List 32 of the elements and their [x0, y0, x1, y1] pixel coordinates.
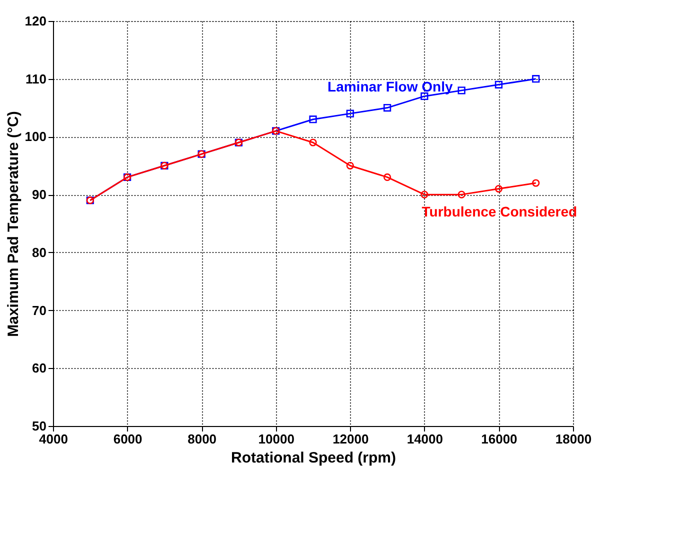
point	[532, 75, 540, 83]
x-tick-label: 14000	[406, 432, 444, 446]
y-axis-title: Maximum Pad Temperature (°C)	[4, 111, 22, 337]
y-tick-label: 100	[24, 129, 46, 144]
x-tick-label: 18000	[555, 432, 592, 446]
point	[494, 184, 503, 193]
y-tick-label: 90	[32, 187, 46, 202]
y-tick-label: 60	[32, 360, 46, 376]
point	[458, 190, 466, 198]
point	[346, 162, 354, 170]
point	[309, 138, 317, 146]
y-tick-label: 70	[32, 302, 46, 318]
x-tick-label: 12000	[332, 432, 369, 446]
x-tick-label: 4000	[39, 432, 68, 446]
y-tick-label: 110	[26, 71, 46, 86]
point	[346, 110, 354, 118]
x-tick-label: 6000	[113, 432, 142, 446]
x-axis-title: Rotational Speed (rpm)	[230, 450, 396, 466]
x-tick-label: 8000	[188, 432, 217, 446]
x-tick-label: 16000	[481, 432, 518, 446]
point	[383, 173, 392, 182]
point	[420, 190, 428, 198]
point	[309, 116, 317, 124]
y-tick-label: 80	[32, 244, 46, 260]
point	[458, 86, 466, 94]
series-label: Laminar Flow Only	[328, 78, 453, 95]
point	[494, 80, 503, 88]
y-tick-label: 120	[24, 14, 46, 28]
y-tick-label: 50	[32, 418, 46, 434]
point	[383, 104, 392, 112]
x-tick-label: 10000	[258, 432, 294, 446]
series-label: Turbulence Considered	[422, 204, 578, 220]
